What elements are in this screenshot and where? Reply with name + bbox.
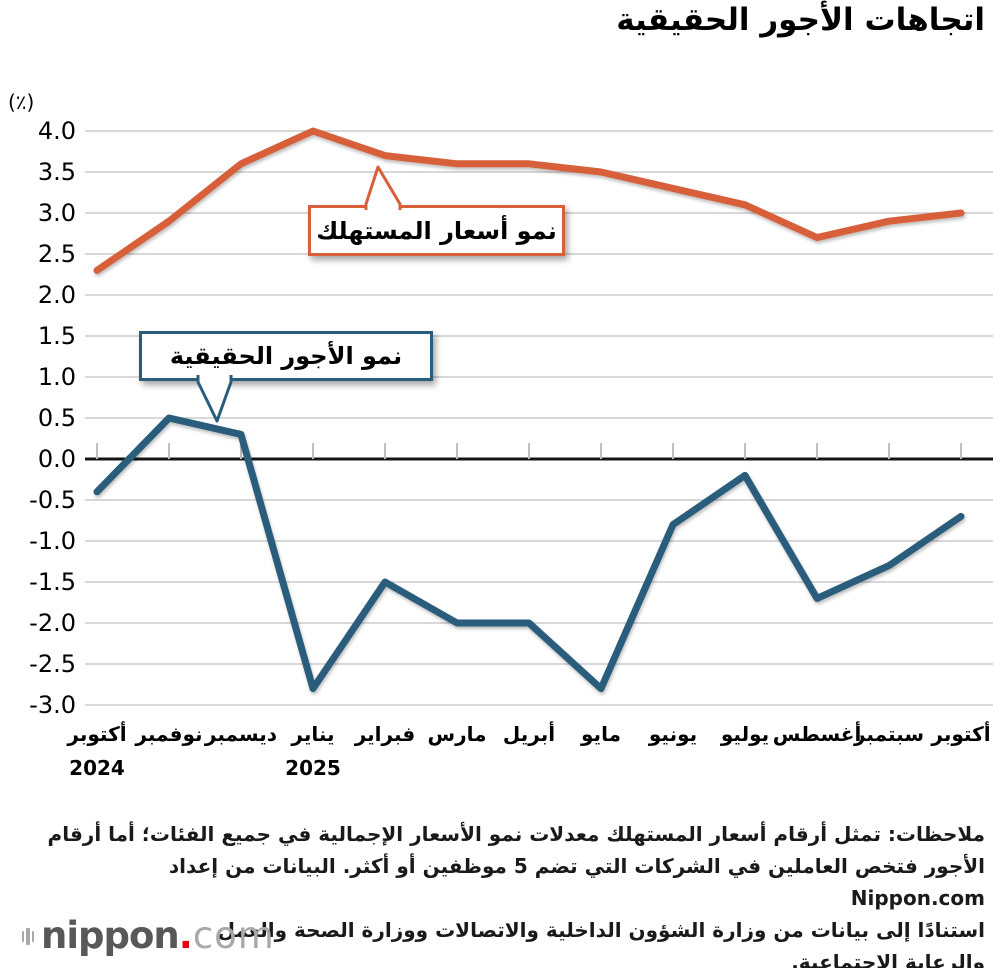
cpi-growth-callout: نمو أسعار المستهلك bbox=[308, 205, 565, 256]
page-title: اتجاهات الأجور الحقيقية bbox=[616, 2, 985, 38]
logo-dot-text: . bbox=[178, 914, 193, 957]
cpi-growth-line bbox=[93, 127, 965, 274]
logo-tld-text: com bbox=[192, 914, 275, 957]
nippon-logo: nippon. com bbox=[22, 916, 275, 956]
axis-ticks bbox=[96, 443, 962, 459]
real-wage-callout-label: نمو الأجور الحقيقية bbox=[169, 342, 403, 370]
nippon-bars-icon bbox=[22, 927, 34, 945]
footnotes: ملاحظات: تمثل أرقام أسعار المستهلك معدلا… bbox=[35, 818, 985, 968]
footnote-line: ملاحظات: تمثل أرقام أسعار المستهلك معدلا… bbox=[47, 822, 985, 846]
cpi-growth-callout-label: نمو أسعار المستهلك bbox=[316, 216, 557, 245]
footnote-line: استنادًا إلى بيانات من وزارة الشؤون الدا… bbox=[217, 918, 985, 942]
real-wage-callout: نمو الأجور الحقيقية bbox=[139, 331, 433, 381]
data-lines bbox=[93, 127, 965, 693]
footnote-line: والرعاية الاجتماعية. bbox=[791, 950, 985, 968]
logo-name-text: nippon bbox=[41, 914, 180, 957]
real-wage-line bbox=[93, 414, 965, 693]
footnote-line: الأجور فتخص العاملين في الشركات التي تضم… bbox=[168, 854, 985, 910]
y-axis-unit-label: (٪) bbox=[8, 90, 35, 114]
